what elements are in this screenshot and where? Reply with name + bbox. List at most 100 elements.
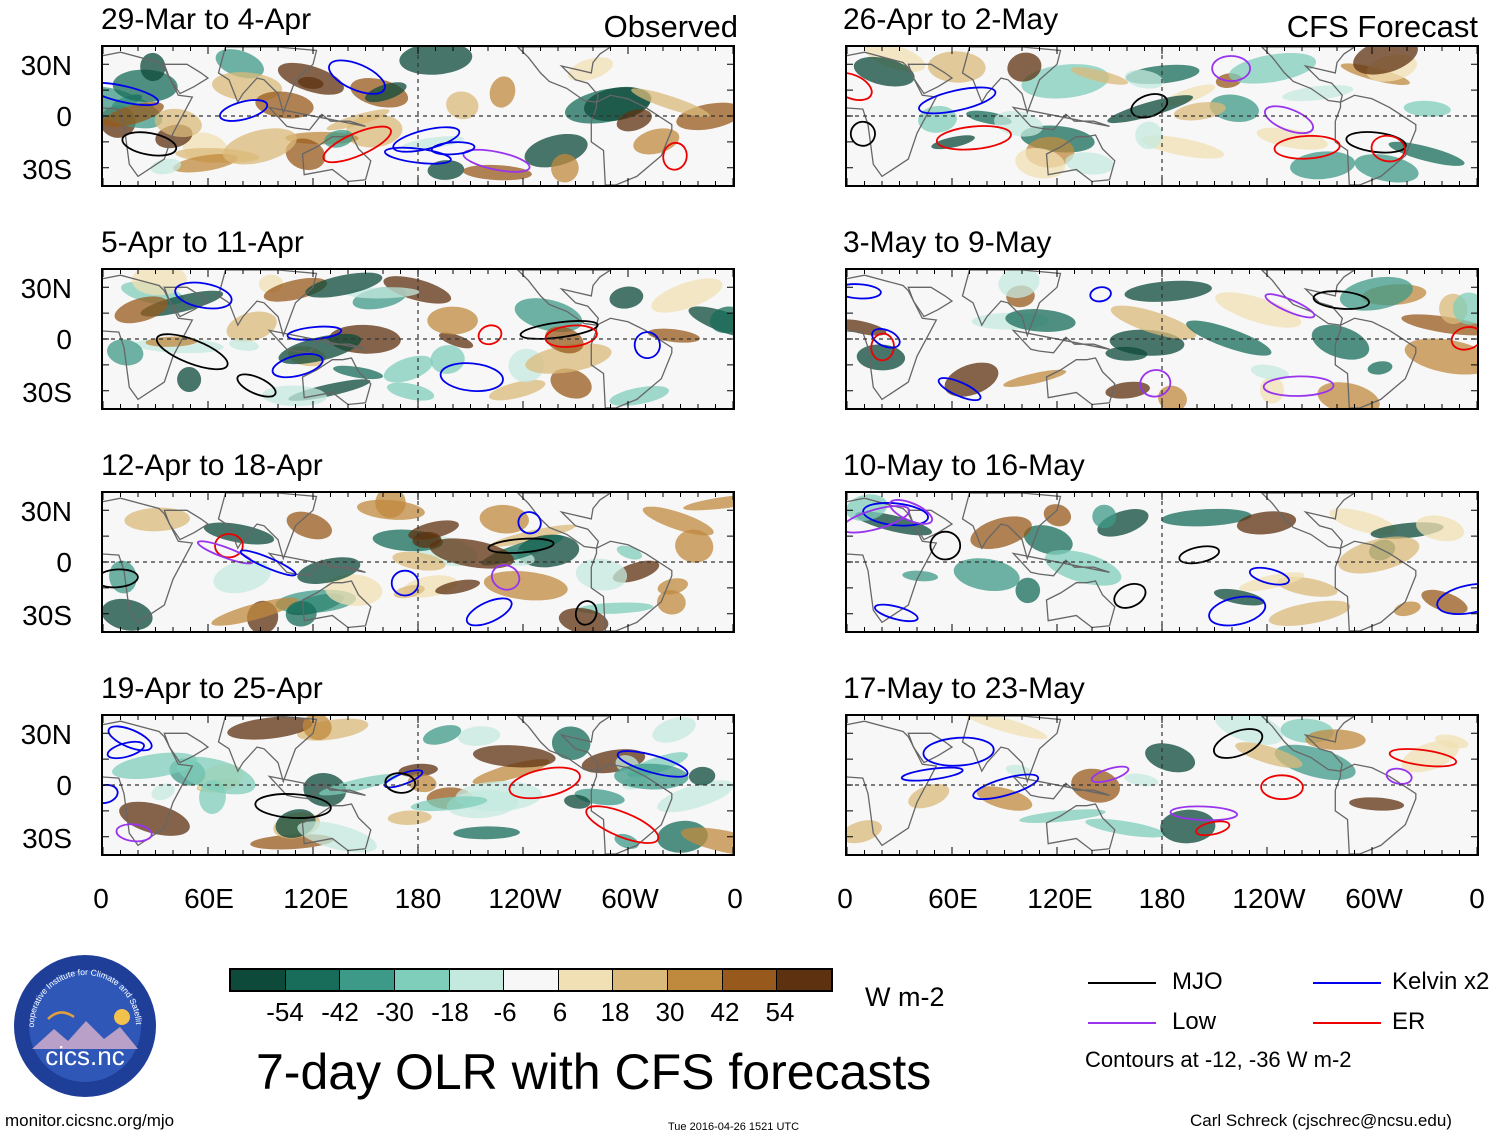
panel-title-fcst-4: 17-May to 23-May: [843, 672, 1085, 705]
panel-title-fcst-1: 26-Apr to 2-May: [843, 3, 1059, 36]
olr-anomaly-blob: [616, 109, 652, 132]
olr-anomaly-blob: [114, 296, 168, 324]
contour-mjo: [929, 530, 962, 561]
olr-anomaly-blob: [1007, 52, 1042, 82]
coastline: [907, 732, 954, 764]
coastline: [1334, 317, 1417, 408]
olr-anomaly-blob: [422, 725, 462, 745]
olr-anomaly-blob: [262, 385, 327, 407]
lon-tick-left-60w: 60W: [601, 883, 659, 914]
contour-mjo: [849, 120, 876, 147]
olr-anomaly-blob: [680, 827, 733, 854]
olr-anomaly-blob: [709, 306, 733, 334]
lat-tick-30s-row4: 30S: [22, 823, 72, 854]
panel-title-obs-2: 5-Apr to 11-Apr: [101, 226, 304, 259]
coastline: [1260, 47, 1356, 103]
coastline: [907, 63, 954, 95]
coastline: [590, 94, 673, 185]
legend-label-kelvin: Kelvin x2: [1392, 968, 1490, 995]
olr-anomaly-blob: [688, 766, 716, 786]
coastline: [1045, 803, 1116, 852]
colorbar-swatch-5: [449, 970, 505, 990]
lon-tick-left-0: 0: [93, 883, 109, 914]
contour-kelvin-x2: [918, 86, 997, 115]
olr-map-svg: [103, 270, 733, 408]
contour-er: [585, 805, 660, 844]
olr-anomaly-blob: [435, 579, 481, 595]
olr-map-svg: [847, 47, 1477, 185]
contour-kelvin-x2: [871, 328, 901, 349]
olr-anomaly-blob: [683, 494, 733, 511]
contour-kelvin-x2: [517, 511, 542, 535]
olr-anomaly-blob: [944, 362, 999, 397]
olr-anomaly-blob: [675, 529, 714, 563]
olr-anomaly-blob: [633, 128, 680, 155]
colorbar-tick-6: 6: [552, 997, 568, 1027]
olr-anomaly-blob: [1274, 744, 1356, 781]
contour-er: [1260, 774, 1304, 801]
olr-anomaly-blob: [962, 716, 1048, 740]
contour-kelvin-x2: [1436, 583, 1477, 615]
olr-anomaly-blob: [1085, 818, 1166, 838]
olr-anomaly-blob: [1105, 381, 1150, 399]
colorbar-tick-4: -18: [431, 997, 469, 1027]
contour-er: [935, 125, 1012, 151]
contour-er: [1450, 326, 1477, 351]
olr-anomaly-blob: [1124, 280, 1212, 302]
coastline: [847, 274, 938, 401]
coastline: [1045, 580, 1116, 629]
olr-anomaly-blob: [483, 570, 568, 601]
lon-tick-right-0-end: 0: [1469, 883, 1485, 914]
contour-er: [1195, 820, 1231, 837]
coastline: [301, 803, 372, 852]
lon-tick-left-60e: 60E: [184, 883, 234, 914]
olr-anomaly-blob: [1019, 809, 1106, 823]
olr-anomaly-blob: [302, 716, 332, 741]
contour-kelvin-x2: [103, 783, 119, 805]
lon-tick-right-60w: 60W: [1345, 883, 1403, 914]
olr-anomaly-blob: [1388, 141, 1465, 166]
cicsnc-logo: Cooperative Institute for Climate and Sa…: [12, 953, 156, 1097]
olr-anomaly-blob: [953, 558, 1020, 592]
olr-anomaly-blob: [1367, 361, 1393, 375]
coastline: [267, 552, 366, 577]
olr-anomaly-blob: [1416, 515, 1465, 542]
coastline: [267, 106, 366, 131]
coastline: [217, 270, 318, 338]
olr-anomaly-blob: [383, 355, 433, 383]
colorbar-tick-8: 30: [655, 997, 685, 1027]
olr-anomaly-blob: [514, 298, 583, 333]
contour-kelvin-x2: [862, 502, 929, 527]
olr-anomaly-blob: [1105, 346, 1148, 361]
olr-anomaly-blob: [1349, 797, 1405, 811]
olr-anomaly-blob: [1339, 276, 1413, 311]
coastline: [907, 509, 954, 541]
olr-anomaly-blob: [1141, 135, 1225, 159]
olr-anomaly-blob: [346, 287, 420, 299]
contour-mjo: [1345, 131, 1407, 154]
contour-low: [1264, 293, 1316, 319]
olr-anomaly-blob: [631, 88, 710, 118]
olr-anomaly-blob: [488, 379, 546, 401]
coastline: [301, 580, 372, 629]
contour-kelvin-x2: [174, 281, 233, 310]
colorbar-tick-1: -54: [266, 997, 304, 1027]
contour-low: [462, 148, 531, 173]
coastline: [1045, 357, 1116, 406]
olr-map-fcst-2: [845, 268, 1479, 410]
contour-kelvin-x2: [439, 362, 504, 392]
olr-anomaly-blob: [1404, 338, 1477, 375]
olr-anomaly-blob: [286, 511, 332, 540]
olr-anomaly-blob: [229, 339, 259, 351]
colorbar-swatch-1: [231, 970, 286, 990]
coastline: [1260, 270, 1356, 326]
lon-tick-right-60e: 60E: [928, 883, 978, 914]
logo-arc: [47, 1011, 75, 1020]
contour-mjo: [1113, 582, 1147, 609]
colorbar-swatch-7: [558, 970, 614, 990]
olr-anomaly-blob: [387, 810, 432, 825]
olr-anomaly-blob: [647, 328, 700, 343]
coastline: [103, 274, 194, 401]
olr-anomaly-blob: [1215, 292, 1302, 328]
coastline: [1334, 763, 1417, 854]
